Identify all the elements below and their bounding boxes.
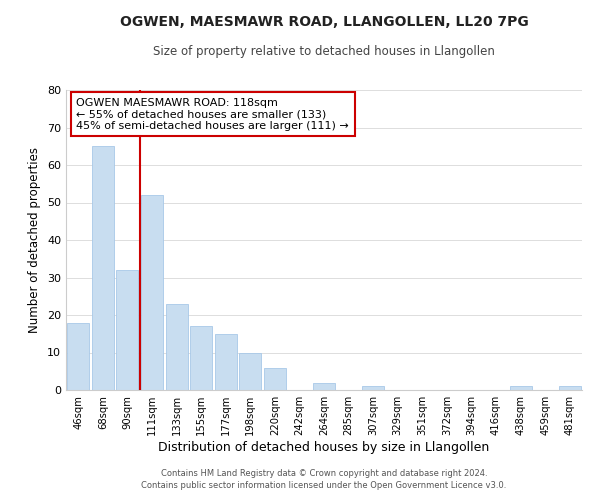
Text: OGWEN, MAESMAWR ROAD, LLANGOLLEN, LL20 7PG: OGWEN, MAESMAWR ROAD, LLANGOLLEN, LL20 7… bbox=[119, 15, 529, 29]
Bar bbox=[116, 270, 139, 390]
Text: OGWEN MAESMAWR ROAD: 118sqm
← 55% of detached houses are smaller (133)
45% of se: OGWEN MAESMAWR ROAD: 118sqm ← 55% of det… bbox=[76, 98, 349, 130]
Text: Contains HM Land Registry data © Crown copyright and database right 2024.: Contains HM Land Registry data © Crown c… bbox=[161, 468, 487, 477]
Bar bbox=[264, 368, 286, 390]
Bar bbox=[362, 386, 384, 390]
Bar bbox=[313, 382, 335, 390]
Bar bbox=[559, 386, 581, 390]
Bar bbox=[67, 322, 89, 390]
Text: Contains public sector information licensed under the Open Government Licence v3: Contains public sector information licen… bbox=[142, 481, 506, 490]
X-axis label: Distribution of detached houses by size in Llangollen: Distribution of detached houses by size … bbox=[158, 441, 490, 454]
Bar bbox=[141, 195, 163, 390]
Bar bbox=[509, 386, 532, 390]
Bar bbox=[215, 334, 237, 390]
Bar bbox=[239, 352, 262, 390]
Bar bbox=[166, 304, 188, 390]
Bar bbox=[190, 326, 212, 390]
Text: Size of property relative to detached houses in Llangollen: Size of property relative to detached ho… bbox=[153, 45, 495, 58]
Bar bbox=[92, 146, 114, 390]
Y-axis label: Number of detached properties: Number of detached properties bbox=[28, 147, 41, 333]
